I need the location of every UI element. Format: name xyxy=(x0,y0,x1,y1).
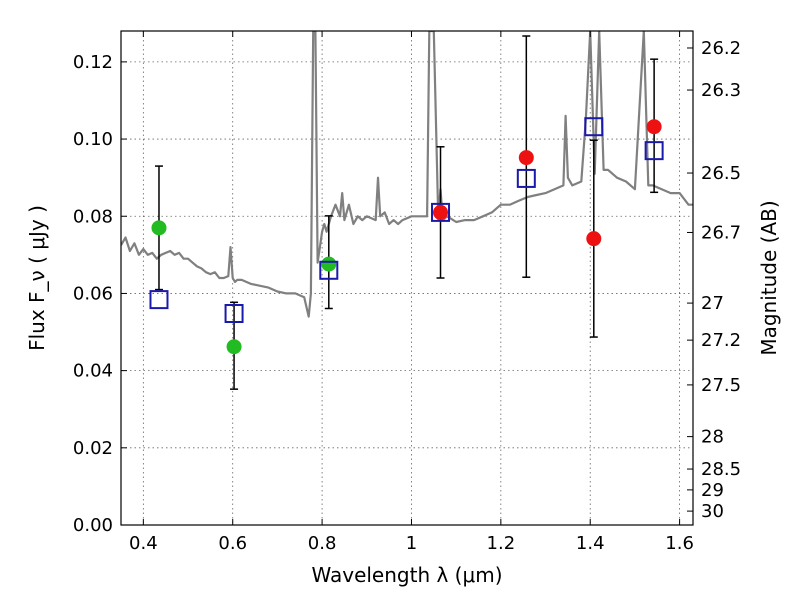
red-point xyxy=(586,231,602,247)
square-points xyxy=(149,117,664,324)
y-tick-label: 0.04 xyxy=(73,361,113,382)
square-point xyxy=(644,141,664,161)
red-points xyxy=(433,119,662,247)
red-point xyxy=(518,150,534,166)
x-axis-label: Wavelength λ (μm) xyxy=(311,563,502,587)
x-tick-labels: 0.4 0.6 0.8 1 1.2 1.4 1.6 xyxy=(129,533,694,554)
green-point xyxy=(151,220,167,236)
green-point xyxy=(321,256,337,272)
y-tick-label: 0.08 xyxy=(73,206,113,227)
right-tick-label: 30 xyxy=(701,501,724,522)
y-tick-label: 0.10 xyxy=(73,129,113,150)
square-point xyxy=(584,117,604,137)
square-point xyxy=(149,290,169,310)
right-tick-label: 27 xyxy=(701,293,724,314)
right-tick-label: 29 xyxy=(701,480,724,501)
plot-frame xyxy=(120,30,694,526)
green-points xyxy=(151,220,337,355)
ticks xyxy=(121,31,693,526)
right-tick-label: 28 xyxy=(701,427,724,448)
model-spectrum-line xyxy=(121,31,693,318)
square-point xyxy=(224,304,244,324)
right-tick-label: 27.2 xyxy=(701,330,741,351)
y-tick-labels: 0.00 0.02 0.04 0.06 0.08 0.10 0.12 xyxy=(73,52,113,536)
right-tick-label: 26.3 xyxy=(701,80,741,101)
right-tick-label: 27.5 xyxy=(701,375,741,396)
right-tick-label: 26.5 xyxy=(701,163,741,184)
x-tick-label: 0.6 xyxy=(218,533,247,554)
x-tick-label: 0.4 xyxy=(129,533,158,554)
model-spectrum xyxy=(121,31,693,318)
x-tick-label: 0.8 xyxy=(308,533,337,554)
square-point xyxy=(516,168,536,188)
y-tick-label: 0.06 xyxy=(73,283,113,304)
y-tick-label: 0.02 xyxy=(73,438,113,459)
y-axis-label: Flux F_ν ( μJy ) xyxy=(25,205,49,351)
red-point xyxy=(433,204,449,220)
right-tick-label: 28.5 xyxy=(701,459,741,480)
error-bars xyxy=(154,35,659,390)
right-tick-label: 26.2 xyxy=(701,38,741,59)
y-tick-label: 0.00 xyxy=(73,515,113,536)
right-tick-label: 26.7 xyxy=(701,222,741,243)
y-axis-label-right: Magnitude (AB) xyxy=(757,200,781,355)
x-tick-label: 1.4 xyxy=(576,533,605,554)
red-point xyxy=(646,119,662,135)
y-tick-label: 0.12 xyxy=(73,52,113,73)
green-point xyxy=(226,339,242,355)
x-tick-label: 1 xyxy=(406,533,417,554)
square-point xyxy=(319,260,339,280)
x-tick-label: 1.2 xyxy=(487,533,516,554)
grid xyxy=(121,31,693,526)
x-tick-label: 1.6 xyxy=(665,533,694,554)
square-point xyxy=(431,202,451,222)
